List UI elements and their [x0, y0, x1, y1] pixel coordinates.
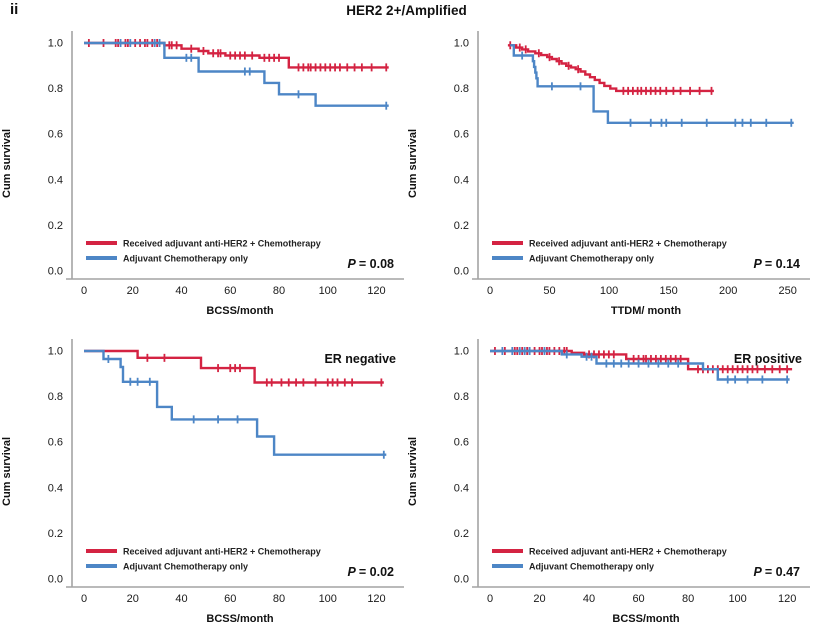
legend-label-control: Adjuvant Chemotherapy only — [529, 562, 654, 572]
x-tick-label: 100 — [319, 593, 337, 605]
y-tick-label: 0.6 — [454, 129, 469, 141]
x-tick-label: 120 — [367, 593, 385, 605]
y-tick-label: 1.0 — [454, 38, 469, 50]
y-tick-label: 1.0 — [454, 346, 469, 358]
x-tick-label: 80 — [682, 593, 694, 605]
panel-bcss-all: Cum survival 0.0 0.2 0.4 0.6 0.8 1.0 0 20 40 60 80… — [0, 21, 406, 329]
figure-title: HER2 2+/Amplified — [346, 3, 467, 18]
km-curve-treated — [84, 349, 384, 384]
y-tick-label: 0.8 — [454, 391, 469, 403]
x-tick-label: 150 — [659, 285, 677, 297]
y-tick-label: 0.4 — [454, 482, 469, 494]
y-tick-label: 0.6 — [48, 129, 63, 141]
y-axis-label: Cum survival — [1, 128, 13, 198]
subgroup-annotation: ER positive — [734, 352, 802, 366]
x-tick-label: 0 — [487, 285, 493, 297]
x-tick-label: 0 — [487, 593, 493, 605]
x-tick-label: 200 — [719, 285, 737, 297]
x-tick-label: 20 — [533, 593, 545, 605]
x-tick-label: 60 — [224, 593, 236, 605]
x-tick-label: 120 — [778, 593, 796, 605]
x-tick-label: 250 — [779, 285, 797, 297]
km-plot-4: 0.0 0.2 0.4 0.6 0.8 1.0 0 20 40 60 80 100 120 Receive… — [454, 339, 810, 605]
p-value: P = 0.08 — [348, 257, 395, 271]
p-value: P = 0.47 — [754, 565, 801, 579]
x-tick-label: 20 — [127, 285, 139, 297]
km-plot-2: 0.0 0.2 0.4 0.6 0.8 1.0 0 50 100 150 200 250 Receive… — [454, 31, 810, 297]
km-curve-control — [510, 44, 794, 124]
x-tick-label: 0 — [81, 285, 87, 297]
x-tick-label: 40 — [175, 285, 187, 297]
y-tick-label: 0.8 — [48, 391, 63, 403]
y-tick-label: 0.2 — [454, 220, 469, 232]
legend-label-control: Adjuvant Chemotherapy only — [529, 254, 654, 264]
y-tick-label: 1.0 — [48, 38, 63, 50]
subgroup-annotation: ER negative — [324, 352, 396, 366]
x-tick-label: 50 — [543, 285, 555, 297]
y-tick-label: 0.4 — [454, 174, 469, 186]
legend-label-control: Adjuvant Chemotherapy only — [123, 562, 248, 572]
panel-bcss-er-positive: Cum survival 0.0 0.2 0.4 0.6 0.8 1.0 0 20 40 60 80… — [406, 329, 813, 636]
y-tick-label: 0.8 — [48, 83, 63, 95]
x-tick-label: 80 — [273, 593, 285, 605]
x-tick-label: 40 — [583, 593, 595, 605]
y-tick-label: 0.6 — [454, 437, 469, 449]
x-tick-label: 60 — [224, 285, 236, 297]
km-plot-3: 0.0 0.2 0.4 0.6 0.8 1.0 0 20 40 60 80 100 120 Receive… — [48, 339, 404, 605]
panel-bcss-er-negative: Cum survival 0.0 0.2 0.4 0.6 0.8 1.0 0 20 40 60 80… — [0, 329, 406, 636]
y-axis-label: Cum survival — [407, 128, 419, 198]
x-axis-label: TTDM/ month — [610, 305, 682, 317]
p-value: P = 0.02 — [348, 565, 395, 579]
x-axis-label: BCSS/month — [612, 613, 680, 625]
y-tick-label: 1.0 — [48, 346, 63, 358]
y-tick-label: 0.2 — [454, 528, 469, 540]
legend-label-treated: Received adjuvant anti-HER2 + Chemothera… — [123, 239, 321, 249]
km-curve-control — [490, 349, 790, 381]
y-tick-label: 0.4 — [48, 482, 63, 494]
y-tick-label: 0.0 — [454, 574, 469, 586]
y-axis-label: Cum survival — [407, 436, 419, 506]
y-tick-label: 0.4 — [48, 174, 63, 186]
y-tick-label: 0.2 — [48, 220, 63, 232]
x-tick-label: 60 — [632, 593, 644, 605]
y-tick-label: 0.0 — [454, 266, 469, 278]
y-axis-label: Cum survival — [1, 436, 13, 506]
x-tick-label: 20 — [127, 593, 139, 605]
x-tick-label: 120 — [367, 285, 385, 297]
km-curve-control — [84, 41, 389, 107]
legend-label-treated: Received adjuvant anti-HER2 + Chemothera… — [529, 239, 727, 249]
x-tick-label: 100 — [728, 593, 746, 605]
legend-label-treated: Received adjuvant anti-HER2 + Chemothera… — [123, 547, 321, 557]
y-tick-label: 0.8 — [454, 83, 469, 95]
legend-label-treated: Received adjuvant anti-HER2 + Chemothera… — [529, 547, 727, 557]
km-plot-1: 0.0 0.2 0.4 0.6 0.8 1.0 0 20 40 60 80 100 120 Receive… — [48, 31, 404, 297]
x-tick-label: 0 — [81, 593, 87, 605]
panel-ttdm-all: Cum survival 0.0 0.2 0.4 0.6 0.8 1.0 0 50 100 150… — [406, 21, 813, 329]
panel-label: ii — [10, 1, 19, 18]
panel-grid: Cum survival 0.0 0.2 0.4 0.6 0.8 1.0 0 20 40 60 80… — [0, 21, 813, 636]
p-value: P = 0.14 — [754, 257, 801, 271]
x-tick-label: 100 — [600, 285, 618, 297]
legend-label-control: Adjuvant Chemotherapy only — [123, 254, 248, 264]
y-tick-label: 0.6 — [48, 437, 63, 449]
y-tick-label: 0.2 — [48, 528, 63, 540]
x-axis-label: BCSS/month — [206, 305, 274, 317]
x-tick-label: 80 — [273, 285, 285, 297]
km-curve-control — [84, 349, 387, 456]
y-tick-label: 0.0 — [48, 266, 63, 278]
x-axis-label: BCSS/month — [206, 613, 274, 625]
x-tick-label: 40 — [175, 593, 187, 605]
x-tick-label: 100 — [319, 285, 337, 297]
y-tick-label: 0.0 — [48, 574, 63, 586]
